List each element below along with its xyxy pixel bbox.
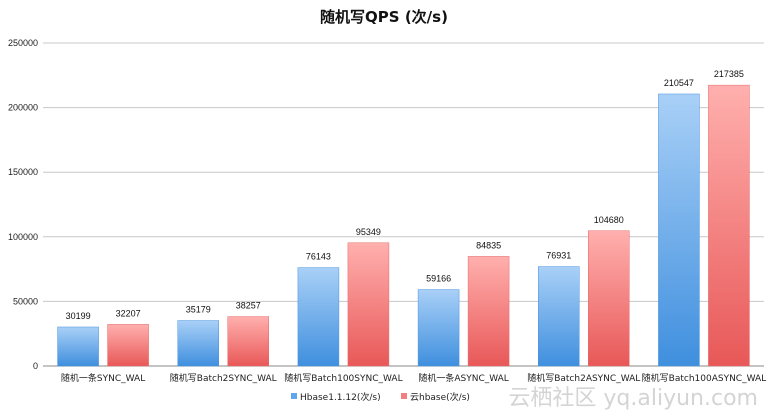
legend: Hbase1.1.12(次/s) 云hbase(次/s) — [291, 391, 470, 403]
bar — [467, 256, 510, 367]
y-axis: 0 50000 100000 150000 200000 250000 — [8, 38, 38, 371]
data-label: 32207 — [116, 308, 141, 318]
bar — [297, 267, 340, 367]
bar — [107, 324, 149, 367]
data-label: 217385 — [714, 69, 744, 79]
y-tick-label: 250000 — [8, 38, 38, 48]
chart-title: 随机写QPS (次/s) — [320, 8, 448, 26]
bar — [227, 316, 269, 367]
data-label: 38257 — [236, 301, 261, 311]
bar — [588, 230, 630, 367]
bar — [57, 326, 99, 367]
data-label: 95349 — [356, 227, 381, 237]
data-label: 84835 — [476, 240, 501, 250]
bars: 30199 32207 35179 38257 76143 95349 59166 84835… — [57, 69, 750, 367]
data-label: 76143 — [306, 252, 331, 262]
x-tick-label: 随机写Batch2ASYNC_WAL — [527, 372, 640, 384]
x-tick-label: 随机写Batch100SYNC_WAL — [284, 372, 402, 384]
y-tick-label: 100000 — [8, 232, 38, 242]
bar — [417, 289, 460, 367]
bar — [658, 93, 700, 367]
data-label: 76931 — [546, 251, 571, 261]
watermark: 云栖社区 yq.aliyun.com — [508, 386, 758, 411]
legend-swatch — [291, 393, 297, 399]
x-tick-label: 随机写Batch2SYNC_WAL — [170, 372, 277, 384]
legend-swatch — [401, 393, 407, 399]
y-tick-label: 0 — [33, 361, 38, 371]
gridlines — [43, 42, 764, 367]
x-tick-label: 随机一条SYNC_WAL — [61, 372, 145, 384]
data-label: 210547 — [664, 78, 694, 88]
bar — [708, 84, 750, 367]
y-tick-label: 200000 — [8, 103, 38, 113]
legend-label: 云hbase(次/s) — [410, 391, 470, 403]
data-label: 59166 — [426, 274, 451, 284]
legend-label: Hbase1.1.12(次/s) — [300, 391, 381, 403]
x-axis: 随机一条SYNC_WAL 随机写Batch2SYNC_WAL 随机写Batch100… — [61, 372, 766, 384]
data-label: 104680 — [594, 215, 624, 225]
bar — [177, 320, 219, 367]
data-label: 30199 — [66, 311, 91, 321]
bar — [347, 242, 390, 367]
data-label: 35179 — [186, 305, 211, 315]
y-tick-label: 50000 — [13, 296, 38, 306]
x-tick-label: 随机写Batch100ASYNC_WAL — [642, 372, 767, 384]
x-tick-label: 随机一条ASYNC_WAL — [418, 372, 508, 384]
bar — [538, 266, 580, 367]
y-tick-label: 150000 — [8, 167, 38, 177]
